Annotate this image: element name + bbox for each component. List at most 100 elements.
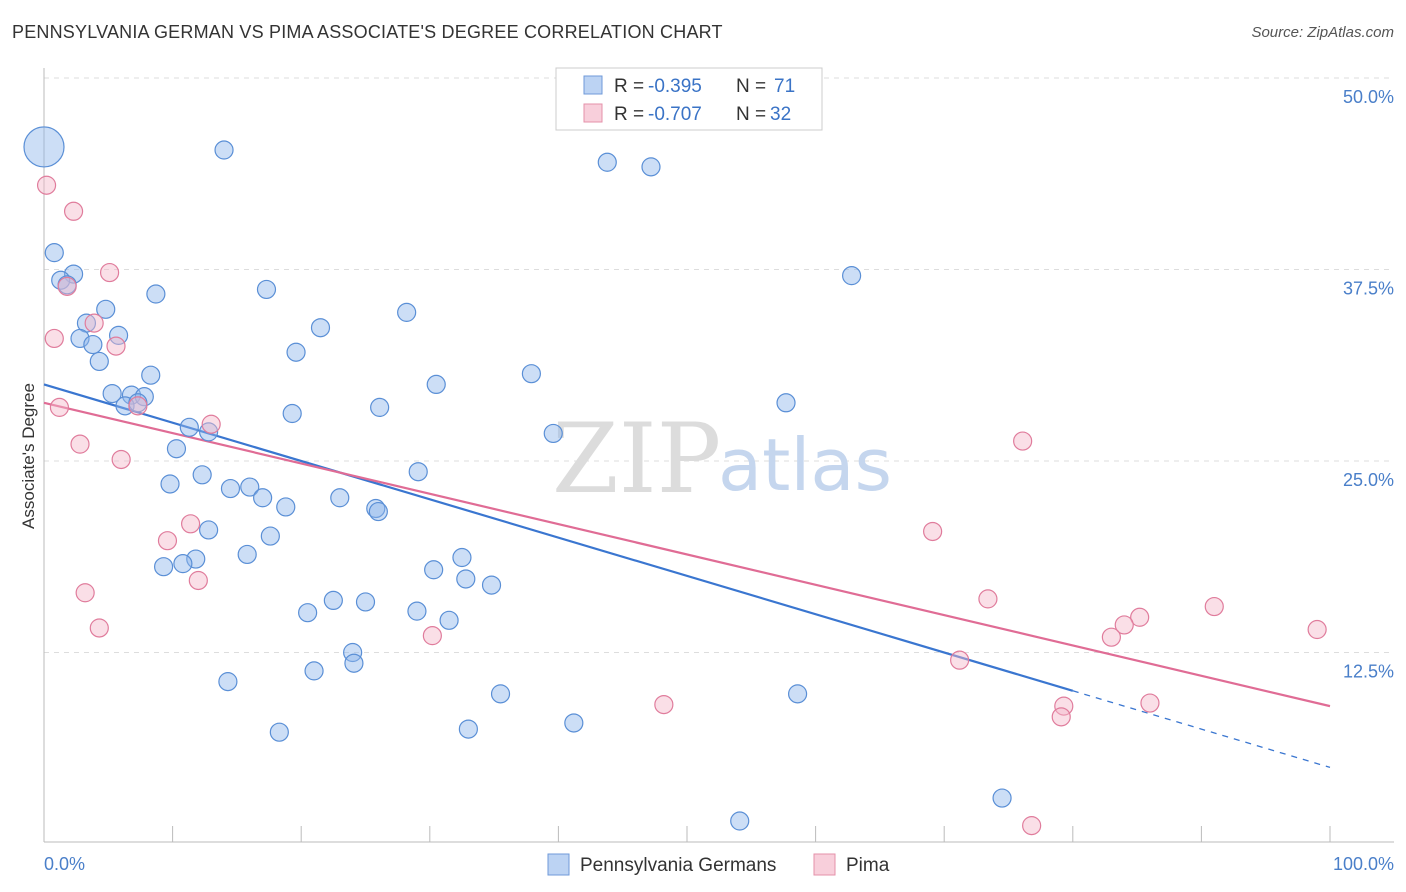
point-pima-3 — [57, 276, 77, 296]
point-pennsylvania-germans-11 — [96, 299, 116, 319]
point-pima-26 — [950, 650, 970, 670]
point-pennsylvania-germans-52 — [424, 560, 444, 580]
legend-r-value-1: -0.395 — [648, 76, 702, 97]
bottom-legend: Pennsylvania Germans Pima — [547, 853, 890, 876]
data-points — [23, 126, 1327, 836]
legend-r-value-2: -0.707 — [648, 104, 702, 125]
point-pima-15 — [157, 531, 178, 551]
point-pennsylvania-germans-59 — [439, 610, 459, 630]
y-tick-label-0: 12.5% — [1343, 662, 1394, 682]
point-pima-19 — [1204, 596, 1224, 617]
point-pennsylvania-germans-44 — [368, 501, 388, 522]
point-pennsylvania-germans-10 — [842, 266, 862, 286]
point-pennsylvania-germans-38 — [220, 478, 241, 499]
axes — [43, 68, 1394, 843]
point-pennsylvania-germans-37 — [160, 474, 180, 494]
chart-title: PENNSYLVANIA GERMAN VS PIMA ASSOCIATE'S … — [12, 22, 723, 42]
watermark-atlas: atlas — [718, 423, 892, 507]
point-pennsylvania-germans-42 — [276, 497, 296, 517]
point-pennsylvania-germans-29 — [370, 397, 390, 417]
bottom-legend-label-pennsylvania-germans: Pennsylvania Germans — [580, 855, 776, 876]
point-pima-24 — [422, 626, 442, 646]
watermark: ZIP atlas — [552, 403, 892, 515]
point-pennsylvania-germans-20 — [141, 365, 161, 385]
point-pennsylvania-germans-53 — [456, 569, 476, 589]
legend-swatch-pennsylvania-germans — [583, 75, 603, 95]
point-pennsylvania-germans-34 — [166, 439, 187, 459]
point-pima-1 — [63, 201, 84, 221]
point-pima-16 — [188, 570, 208, 591]
point-pima-5 — [44, 328, 64, 349]
point-pennsylvania-germans-40 — [253, 488, 273, 508]
point-pennsylvania-germans-2 — [597, 152, 617, 172]
point-pennsylvania-germans-49 — [186, 549, 206, 569]
point-pennsylvania-germans-70 — [730, 811, 750, 831]
legend-n-label-2: N = — [736, 104, 766, 125]
point-pennsylvania-germans-57 — [298, 603, 318, 623]
y-tick-labels: 12.5% 25.0% 37.5% 50.0% — [1343, 87, 1394, 682]
point-pennsylvania-germans-58 — [407, 601, 427, 621]
point-pima-21 — [1114, 615, 1134, 635]
y-tick-label-2: 37.5% — [1343, 279, 1394, 299]
point-pennsylvania-germans-1 — [214, 140, 234, 160]
point-pima-13 — [181, 514, 201, 534]
point-pima-12 — [1013, 431, 1033, 451]
point-pima-17 — [75, 583, 95, 603]
point-pennsylvania-germans-32 — [199, 422, 219, 442]
grid-lines — [44, 77, 1394, 653]
point-pima-6 — [106, 336, 126, 356]
point-pennsylvania-germans-41 — [330, 488, 350, 508]
point-pennsylvania-germans-50 — [173, 554, 193, 574]
point-pennsylvania-germans-51 — [153, 557, 174, 577]
point-pennsylvania-germans-46 — [260, 526, 280, 546]
point-pennsylvania-germans-47 — [237, 544, 257, 565]
point-pennsylvania-germans-65 — [787, 684, 808, 704]
point-pennsylvania-germans-48 — [452, 547, 472, 568]
point-pennsylvania-germans-64 — [490, 684, 511, 704]
point-pennsylvania-germans-67 — [269, 722, 289, 742]
bottom-legend-label-pima: Pima — [846, 855, 890, 876]
point-pennsylvania-germans-22 — [426, 374, 446, 394]
point-pennsylvania-germans-19 — [89, 351, 109, 372]
point-pima-25 — [1101, 627, 1121, 647]
chart-source: Source: ZipAtlas.com — [1251, 24, 1394, 41]
point-pennsylvania-germans-61 — [344, 653, 364, 673]
legend-r-label-2: R = — [614, 104, 644, 125]
point-pennsylvania-germans-28 — [776, 393, 796, 413]
point-pennsylvania-germans-56 — [355, 592, 376, 612]
point-pima-31 — [1022, 816, 1042, 836]
point-pennsylvania-germans-18 — [286, 342, 306, 362]
point-pima-10 — [70, 434, 90, 454]
point-pima-8 — [49, 397, 70, 417]
legend-swatch-pima — [583, 103, 603, 123]
point-pennsylvania-germans-21 — [521, 364, 541, 384]
bottom-legend-swatch-pennsylvania-germans — [547, 853, 570, 876]
watermark-zip: ZIP — [552, 403, 721, 515]
point-pennsylvania-germans-17 — [83, 334, 103, 355]
point-pennsylvania-germans-63 — [218, 672, 238, 692]
point-pima-7 — [128, 396, 148, 416]
legend-r-label-1: R = — [614, 76, 644, 97]
point-pennsylvania-germans-62 — [304, 661, 324, 681]
point-pennsylvania-germans-43 — [366, 498, 386, 519]
trend-line-extension-pennsylvania-germans — [1072, 690, 1331, 769]
point-pima-4 — [84, 313, 104, 333]
point-pennsylvania-germans-14 — [310, 318, 331, 338]
legend: R = -0.395 N = 71 R = -0.707 N = 32 — [555, 67, 823, 131]
point-pennsylvania-germans-23 — [102, 383, 122, 404]
point-pennsylvania-germans-31 — [179, 417, 199, 437]
point-pima-2 — [99, 262, 120, 283]
point-pennsylvania-germans-39 — [240, 477, 260, 497]
point-pima-9 — [201, 414, 221, 434]
point-pima-27 — [654, 694, 674, 715]
point-pennsylvania-germans-55 — [323, 590, 343, 611]
point-pima-11 — [111, 449, 131, 470]
point-pennsylvania-germans-4 — [44, 243, 64, 263]
point-pima-0 — [36, 175, 57, 195]
point-pennsylvania-germans-54 — [481, 575, 502, 595]
legend-n-value-1: 71 — [774, 76, 795, 97]
y-tick-label-1: 25.0% — [1343, 470, 1394, 490]
legend-n-value-2: 32 — [770, 104, 791, 125]
point-pennsylvania-germans-0 — [23, 126, 65, 168]
